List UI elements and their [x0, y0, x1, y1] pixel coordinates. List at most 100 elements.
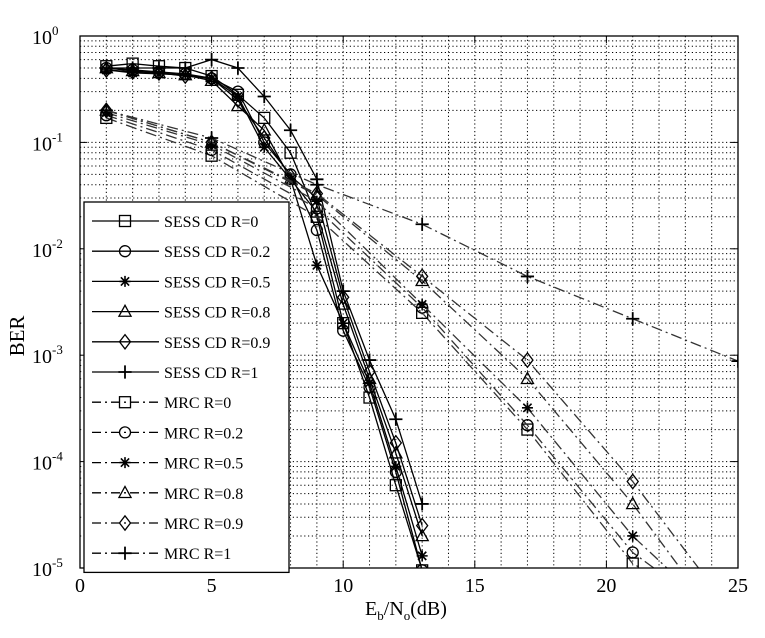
data-point	[125, 63, 140, 77]
y-axis-label: BER	[5, 316, 29, 357]
legend-box	[83, 201, 290, 574]
data-point	[521, 351, 534, 369]
data-point	[205, 131, 219, 145]
x-tick-label: 25	[728, 575, 748, 597]
x-tick-label: 20	[596, 575, 616, 597]
series-12	[99, 103, 738, 368]
data-point	[416, 564, 428, 568]
series-line	[106, 62, 444, 568]
data-point	[283, 123, 298, 137]
y-tick-exponent: -3	[52, 342, 63, 357]
legend-marker	[118, 214, 132, 228]
legend-label: MRC R=1	[164, 546, 231, 563]
y-tick-base: 10	[32, 453, 52, 475]
data-point	[178, 67, 192, 85]
legend-label: SESS CD R=0.5	[164, 274, 270, 291]
data-point	[363, 391, 376, 404]
x-tick-label: 10	[333, 575, 353, 597]
x-label-tail: (dB)	[410, 598, 447, 620]
y-tick-label: 10-3	[32, 342, 63, 368]
data-point	[521, 423, 534, 436]
y-tick-label: 100	[32, 23, 59, 49]
grid	[80, 36, 738, 568]
data-point	[389, 434, 403, 452]
data-point	[257, 129, 271, 147]
x-label-main: E	[365, 598, 377, 620]
legend-marker	[118, 245, 132, 258]
plot-frame	[79, 35, 739, 569]
data-point	[126, 61, 140, 75]
legend-label: SESS CD R=0.8	[164, 305, 270, 322]
legend-label: MRC R=0.8	[164, 486, 243, 503]
data-point	[178, 67, 193, 81]
legend-label: SESS CD R=1	[164, 365, 258, 382]
data-point	[521, 419, 534, 432]
y-tick-base: 10	[32, 133, 52, 155]
data-point	[152, 61, 166, 75]
data-point	[415, 497, 429, 511]
data-point	[205, 53, 219, 67]
data-point	[310, 185, 324, 202]
legend-marker	[117, 485, 133, 499]
data-point	[257, 122, 272, 136]
data-point	[390, 460, 402, 472]
data-point	[521, 402, 533, 414]
y-tick-base: 10	[32, 559, 52, 581]
data-point	[520, 269, 535, 284]
data-point	[232, 91, 244, 103]
plot-series	[99, 53, 738, 568]
data-point	[126, 63, 139, 81]
y-tick-label: 10-5	[32, 555, 63, 581]
data-point	[416, 550, 428, 562]
y-tick-base: 10	[32, 240, 52, 262]
data-point	[336, 289, 350, 306]
x-tick-label: 0	[75, 575, 85, 597]
legend-marker	[117, 303, 133, 317]
x-label-sub-b: b	[377, 608, 384, 623]
data-point	[152, 64, 166, 82]
data-point	[362, 371, 377, 385]
data-point	[257, 89, 271, 104]
legend-marker	[118, 333, 132, 351]
x-label-sub-o: o	[404, 608, 411, 623]
y-tick-exponent: -2	[52, 236, 63, 251]
data-point	[178, 61, 192, 75]
y-tick-base: 10	[32, 27, 52, 49]
data-point	[206, 139, 218, 151]
data-point	[336, 296, 351, 310]
data-point	[284, 168, 297, 185]
data-point	[626, 546, 639, 559]
data-point	[310, 178, 324, 192]
data-point	[416, 298, 428, 310]
legend-label: MRC R=0	[164, 395, 231, 412]
legend-marker	[119, 275, 131, 287]
legend-label: SESS CD R=0.9	[164, 335, 270, 352]
data-point	[99, 103, 113, 117]
y-tick-label: 10-1	[32, 129, 63, 155]
data-point	[151, 65, 167, 79]
data-point	[336, 284, 350, 298]
legend-marker	[118, 546, 132, 560]
data-point	[731, 354, 738, 368]
data-point	[389, 412, 403, 426]
legend-marker	[118, 365, 132, 379]
y-tick-exponent: 0	[52, 23, 59, 38]
x-tick-label: 5	[207, 575, 217, 597]
legend-label: SESS CD R=0.2	[164, 244, 270, 261]
legend-marker	[119, 457, 131, 469]
y-tick-exponent: -4	[52, 449, 63, 464]
data-point	[205, 70, 218, 87]
y-tick-label: 10-2	[32, 236, 63, 262]
y-tick-exponent: -1	[52, 129, 63, 144]
legend-marker	[118, 396, 132, 409]
data-point	[627, 530, 639, 542]
data-point	[99, 102, 113, 119]
data-point	[626, 312, 640, 326]
data-point	[625, 496, 640, 510]
data-point	[337, 317, 349, 329]
x-tick-label: 15	[465, 575, 485, 597]
y-tick-exponent: -5	[52, 555, 63, 570]
x-axis-label: Eb/No(dB)	[365, 598, 447, 623]
